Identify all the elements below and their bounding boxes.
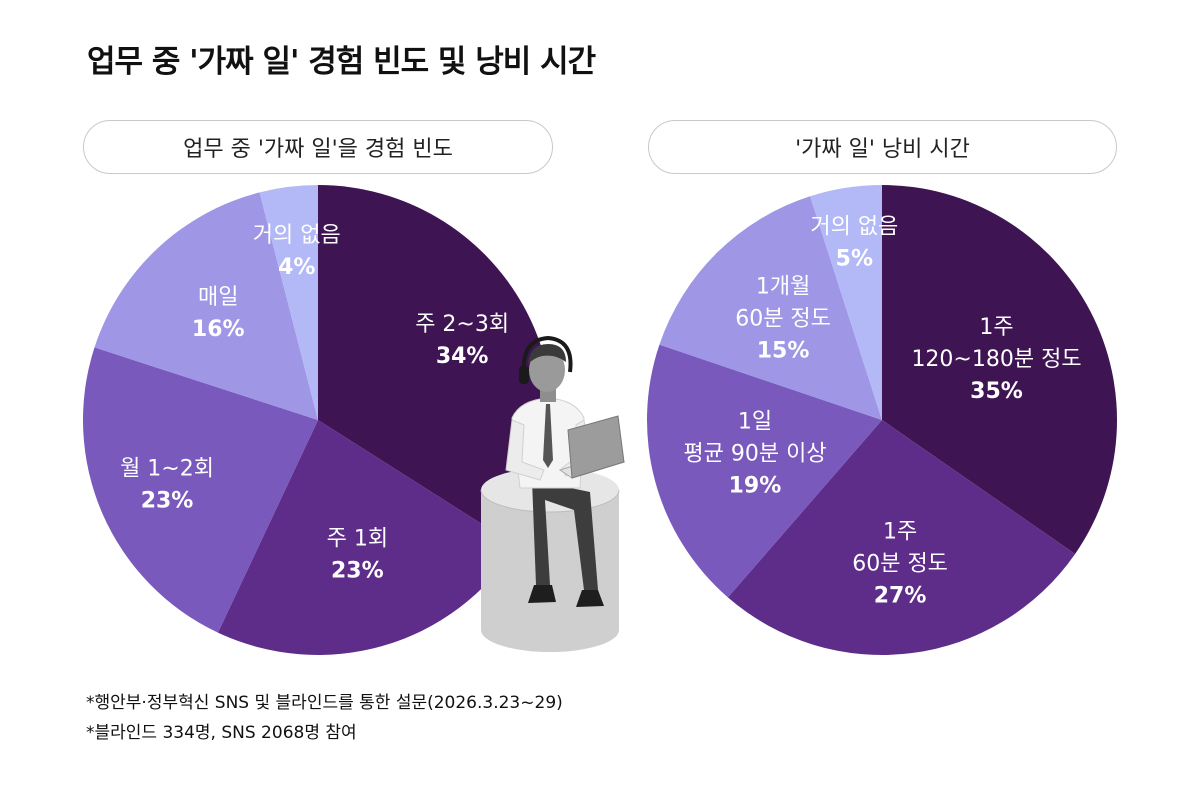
- right-chart-title: '가짜 일' 낭비 시간: [648, 120, 1117, 174]
- left-pie-slice-2: [82, 347, 318, 633]
- right-slice-label-3-0: 1개월: [756, 275, 810, 300]
- left-slice-value-2: 23%: [141, 488, 194, 513]
- right-slice-label-0-0: 1주: [979, 315, 1013, 340]
- left-pie-slice-1: [217, 420, 517, 655]
- left-slice-value-4: 4%: [278, 255, 315, 280]
- right-slice-value-3: 15%: [757, 339, 810, 364]
- left-slice-label-3-0: 매일: [198, 285, 238, 310]
- right-slice-label-2-0: 1일: [738, 409, 772, 434]
- left-slice-value-1: 23%: [331, 558, 384, 583]
- footnote-participants: *블라인드 334명, SNS 2068명 참여: [86, 723, 357, 743]
- person-illustration: [480, 335, 626, 652]
- right-slice-label-2-1: 평균 90분 이상: [683, 441, 826, 466]
- left-slice-label-4-0: 거의 없음: [253, 223, 341, 248]
- right-slice-value-1: 27%: [874, 584, 927, 609]
- right-slice-value-2: 19%: [729, 473, 782, 498]
- right-slice-label-3-1: 60분 정도: [735, 307, 831, 332]
- pie-chart-left: 주 2~3회 34% 주 1회 23% 월 1~2회 23% 매일 16% 거의 없음 4%: [82, 185, 553, 655]
- right-pie-slice-1: [727, 420, 1076, 655]
- left-slice-label-0-0: 주 2~3회: [415, 312, 509, 337]
- left-pie-slice-3: [94, 192, 319, 420]
- page-title: 업무 중 '가짜 일' 경험 빈도 및 낭비 시간: [87, 44, 596, 80]
- right-pie-slice-3: [659, 196, 882, 420]
- right-pie-slice-2: [647, 344, 882, 598]
- left-pie-slice-0: [318, 185, 553, 546]
- right-slice-label-1-1: 60분 정도: [852, 552, 948, 577]
- right-slice-label-1-0: 1주: [883, 520, 917, 545]
- right-pie-slice-0: [882, 185, 1117, 554]
- left-chart-title: 업무 중 '가짜 일'을 경험 빈도: [83, 120, 553, 174]
- footnote-survey: *행안부·정부혁신 SNS 및 블라인드를 통한 설문(2026.3.23~29…: [86, 693, 563, 713]
- right-slice-label-0-1: 120~180분 정도: [911, 347, 1081, 372]
- right-pie-slice-4: [810, 185, 882, 420]
- right-slice-value-0: 35%: [970, 379, 1023, 404]
- left-slice-label-2-0: 월 1~2회: [120, 456, 214, 481]
- left-slice-label-1-0: 주 1회: [327, 526, 388, 551]
- left-pie-slice-4: [259, 185, 318, 420]
- left-slice-value-0: 34%: [436, 344, 489, 369]
- right-slice-label-4-0: 거의 없음: [810, 215, 898, 240]
- left-slice-value-3: 16%: [192, 317, 245, 342]
- right-slice-value-4: 5%: [836, 247, 873, 272]
